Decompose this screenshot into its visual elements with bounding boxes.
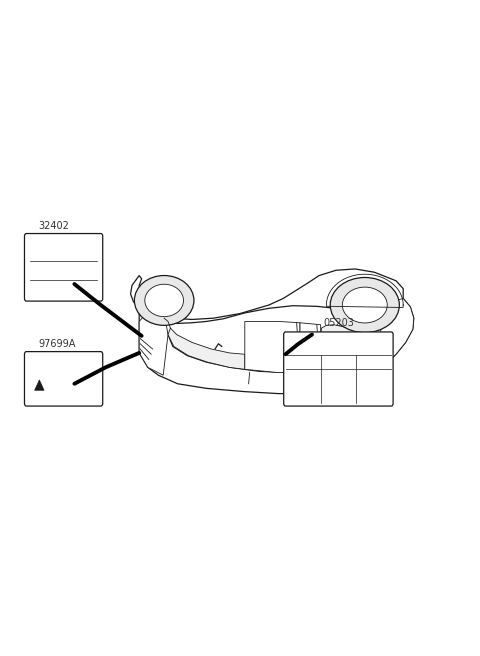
Polygon shape xyxy=(163,306,372,373)
Polygon shape xyxy=(131,269,414,394)
Polygon shape xyxy=(139,312,168,375)
Ellipse shape xyxy=(134,276,194,325)
Text: 32402: 32402 xyxy=(38,221,69,231)
Polygon shape xyxy=(300,323,321,373)
Polygon shape xyxy=(321,325,373,374)
Ellipse shape xyxy=(342,287,387,323)
FancyBboxPatch shape xyxy=(284,332,393,406)
FancyBboxPatch shape xyxy=(24,234,103,301)
Polygon shape xyxy=(35,380,44,390)
FancyBboxPatch shape xyxy=(24,352,103,406)
Polygon shape xyxy=(245,321,300,373)
Polygon shape xyxy=(365,298,414,376)
Text: 05203: 05203 xyxy=(323,318,354,328)
Text: 97699A: 97699A xyxy=(38,339,76,349)
Ellipse shape xyxy=(145,284,183,317)
Polygon shape xyxy=(168,328,245,369)
Ellipse shape xyxy=(330,277,399,333)
